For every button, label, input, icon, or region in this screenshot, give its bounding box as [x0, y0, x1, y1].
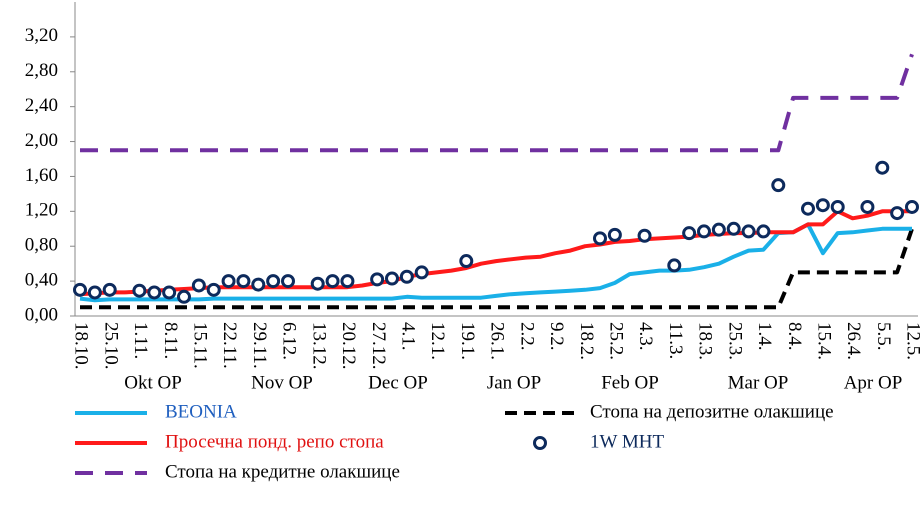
marker	[801, 201, 815, 216]
marker	[281, 274, 295, 289]
x-tick-label: 15.4.	[813, 322, 834, 360]
marker	[667, 258, 682, 273]
marker	[815, 198, 830, 213]
marker	[741, 224, 756, 239]
marker	[102, 282, 117, 297]
marker	[177, 289, 191, 304]
marker	[607, 227, 622, 242]
period-label: Feb OP	[601, 372, 659, 393]
marker	[310, 276, 325, 291]
marker	[221, 274, 236, 289]
period-label: Jan OP	[487, 372, 541, 393]
marker	[830, 199, 845, 214]
marker	[132, 283, 147, 298]
marker	[726, 221, 741, 236]
x-tick-label: 26.1.	[487, 322, 508, 360]
period-label: Apr OP	[844, 372, 903, 393]
y-tick-label: 2,00	[25, 130, 58, 151]
marker	[637, 228, 652, 243]
period-label: Mar OP	[728, 372, 789, 393]
x-tick-label: 12.1.	[427, 322, 448, 360]
marker	[682, 226, 697, 241]
series-line	[80, 53, 914, 153]
marker	[370, 272, 385, 287]
marker	[251, 277, 266, 292]
x-tick-label: 18.10.	[71, 322, 92, 370]
x-tick-label: 13.12.	[308, 322, 329, 370]
marker	[860, 199, 875, 214]
marker	[73, 282, 87, 297]
marker	[191, 278, 206, 293]
marker	[875, 160, 890, 175]
marker	[87, 285, 102, 300]
y-tick-label: 1,60	[25, 165, 58, 186]
x-tick-label: 2.2.	[516, 322, 537, 351]
period-label: Nov OP	[251, 372, 313, 393]
marker	[266, 274, 281, 289]
marker	[147, 285, 162, 300]
legend-marker	[533, 436, 547, 450]
period-label: Okt OP	[124, 372, 182, 393]
marker	[697, 224, 711, 239]
series-line	[80, 228, 914, 310]
marker	[711, 222, 726, 237]
x-tick-label: 9.2.	[546, 322, 567, 351]
x-tick-label: 26.4.	[843, 322, 864, 360]
marker	[890, 206, 905, 221]
marker	[325, 274, 340, 289]
marker	[385, 271, 399, 286]
x-tick-label: 4.3.	[635, 322, 656, 351]
marker	[206, 282, 221, 297]
x-tick-label: 25.2.	[605, 322, 626, 360]
x-tick-label: 15.11.	[189, 322, 210, 369]
x-tick-label: 6.12.	[279, 322, 300, 360]
x-tick-label: 29.11.	[249, 322, 270, 369]
y-tick-label: 2,40	[25, 95, 58, 116]
marker	[771, 178, 786, 193]
marker	[905, 199, 919, 214]
marker	[340, 274, 355, 289]
x-tick-label: 25.10.	[100, 322, 121, 370]
x-tick-label: 1.4.	[754, 322, 775, 351]
marker	[459, 254, 474, 269]
marker	[756, 224, 771, 239]
x-tick-label: 1.11.	[130, 322, 151, 359]
y-tick-label: 1,20	[25, 200, 58, 221]
x-tick-label: 11.3.	[665, 322, 686, 359]
x-tick-label: 27.12.	[368, 322, 389, 370]
marker	[399, 269, 414, 284]
x-tick-label: 25.3.	[724, 322, 745, 360]
marker	[593, 231, 607, 246]
marker	[236, 274, 251, 289]
legend-label: 1W MHT	[590, 431, 664, 452]
x-tick-label: 8.4.	[784, 322, 805, 351]
x-tick-label: 4.1.	[397, 322, 418, 351]
x-tick-label: 18.2.	[576, 322, 597, 360]
y-tick-label: 0,40	[25, 269, 58, 290]
y-tick-label: 3,20	[25, 25, 58, 46]
marker	[414, 265, 429, 280]
y-tick-label: 2,80	[25, 60, 58, 81]
y-tick-label: 0,80	[25, 235, 58, 256]
x-tick-label: 18.3.	[695, 322, 716, 360]
series-line	[79, 222, 912, 303]
legend-label: Стопа на депозитне олакшице	[590, 401, 834, 422]
period-label: Dec OP	[368, 372, 428, 393]
x-tick-label: 5.5.	[873, 322, 894, 351]
x-tick-label: 20.12.	[338, 322, 359, 370]
x-tick-label: 22.11.	[219, 322, 240, 369]
x-tick-label: 19.1.	[457, 322, 478, 360]
marker	[162, 285, 177, 300]
y-tick-label: 0,00	[25, 304, 58, 325]
x-tick-label: 12.5.	[903, 322, 924, 360]
legend-label: Просечна понд. репо стопа	[165, 431, 384, 452]
legend-label: Стопа на кредитне олакшице	[165, 461, 400, 482]
x-tick-label: 8.11.	[160, 322, 181, 359]
legend-label: BEONIA	[165, 401, 237, 422]
